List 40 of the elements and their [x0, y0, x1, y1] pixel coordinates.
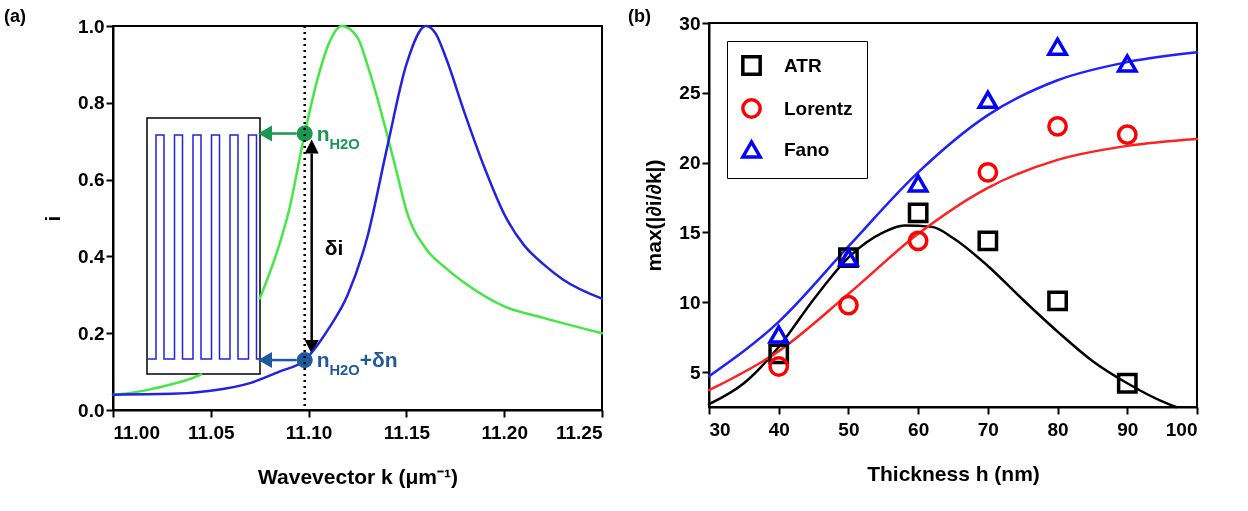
- y-tick-label: 10: [679, 291, 701, 313]
- x-tick-label: 11.00: [113, 421, 160, 443]
- y-tick-label: 30: [679, 12, 701, 34]
- y-tick-label: 25: [679, 82, 701, 104]
- x-axis-title: Thickness h (nm): [867, 461, 1040, 485]
- x-tick-label: 30: [709, 418, 731, 440]
- y-tick-label: 0.6: [78, 169, 105, 191]
- text: (b): [628, 6, 651, 26]
- x-tick-label: 60: [908, 418, 930, 440]
- y-tick-label: 15: [679, 221, 701, 243]
- y-tick-label: 0.0: [78, 399, 105, 421]
- legend-label: Fano: [784, 138, 830, 160]
- x-tick-label: 90: [1117, 418, 1139, 440]
- annotation: n$_{H2O}$: [316, 121, 360, 152]
- annotation: δi: [324, 235, 344, 259]
- y-tick-label: 20: [679, 152, 701, 174]
- y-tick-label: 1.0: [78, 15, 105, 37]
- y-tick-label: 0.8: [78, 92, 105, 114]
- x-tick-label: 11.10: [285, 421, 333, 443]
- line-series: [707, 51, 1199, 378]
- x-tick-label: 11.20: [481, 421, 528, 443]
- legend-label: Lorentz: [784, 97, 853, 119]
- y-axis-title: max(|∂i/∂k|): [642, 159, 666, 272]
- x-tick-label: 80: [1047, 418, 1069, 440]
- x-tick-label: 50: [838, 418, 860, 440]
- x-tick-label: 70: [977, 418, 999, 440]
- x-tick-label: 40: [768, 418, 790, 440]
- y-axis-title: i: [41, 215, 65, 222]
- x-axis-title: Wavevector k (μm⁻¹): [258, 464, 458, 488]
- x-tick-label: 100: [1165, 418, 1198, 440]
- y-tick-label: 0.2: [78, 322, 105, 344]
- x-tick-label: 11.15: [383, 421, 431, 443]
- line-series: [707, 137, 1199, 392]
- text: (a): [4, 6, 26, 26]
- legend-label: ATR: [784, 54, 822, 76]
- y-tick-label: 0.4: [78, 245, 105, 267]
- x-tick-label: 11.05: [188, 421, 235, 443]
- y-tick-label: 5: [689, 361, 701, 383]
- annotation: n$_{H2O}$+δn: [316, 348, 398, 379]
- x-tick-label: 11.25: [556, 421, 603, 443]
